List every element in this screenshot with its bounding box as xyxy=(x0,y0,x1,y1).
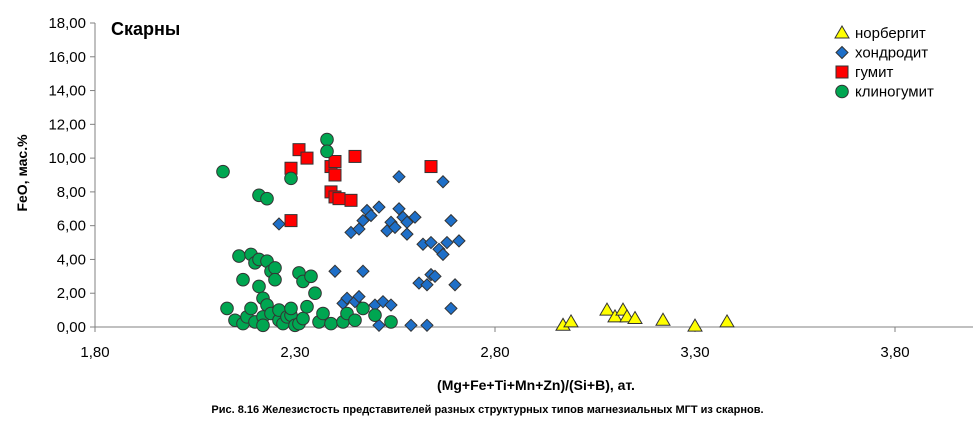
legend-marker-circle xyxy=(835,84,849,99)
chart-axes: 0,00 2,00 4,00 6,00 8,00 10,00 12,00 14,00 16,00… xyxy=(48,15,973,361)
diamond-point xyxy=(444,301,458,316)
circle-point xyxy=(356,301,370,316)
scatter-chart: 0,00 2,00 4,00 6,00 8,00 10,00 12,00 14,00 16,00… xyxy=(14,15,973,393)
y-tick-label: 8,00 xyxy=(57,184,86,201)
legend-label: гумит xyxy=(855,64,893,81)
square-point xyxy=(328,154,342,168)
diamond-point xyxy=(388,220,402,235)
legend-marker-triangle xyxy=(834,25,850,39)
triangle-point xyxy=(627,310,643,325)
y-tick-label: 10,00 xyxy=(48,150,86,167)
y-tick-label: 2,00 xyxy=(57,285,86,302)
triangle-point xyxy=(719,313,735,328)
circle-point xyxy=(284,301,298,316)
diamond-point xyxy=(352,289,366,304)
circle-point xyxy=(284,171,298,186)
diamond-point xyxy=(436,175,450,189)
x-tick-label: 1,80 xyxy=(80,344,109,361)
diamond-point xyxy=(328,264,342,278)
diamond-point xyxy=(440,235,454,250)
circle-point xyxy=(260,191,274,206)
diamond-point xyxy=(424,235,438,250)
triangle-point xyxy=(687,318,703,332)
circle-point xyxy=(216,164,230,179)
y-tick-label: 12,00 xyxy=(48,116,86,133)
circle-point xyxy=(308,286,322,301)
y-tick-label: 16,00 xyxy=(48,49,86,66)
diamond-point xyxy=(436,247,450,262)
circle-point xyxy=(304,269,318,284)
y-tick-label: 4,00 xyxy=(57,251,86,268)
square-point xyxy=(424,160,438,174)
circle-point xyxy=(232,249,246,263)
square-point xyxy=(284,214,298,228)
chart-points xyxy=(216,132,735,333)
circle-point xyxy=(236,272,250,287)
triangle-point xyxy=(599,302,615,316)
square-point xyxy=(344,193,358,207)
triangle-point xyxy=(563,313,579,328)
diamond-point xyxy=(408,210,422,224)
diamond-point xyxy=(420,278,434,292)
circle-point xyxy=(256,318,270,333)
circle-point xyxy=(320,132,334,147)
circle-point xyxy=(252,279,266,294)
legend-marker-square xyxy=(835,65,849,79)
circle-point xyxy=(268,261,282,275)
x-tick-label: 3,80 xyxy=(880,344,909,361)
diamond-point xyxy=(392,169,406,184)
x-tick-label: 2,30 xyxy=(280,344,309,361)
square-point xyxy=(300,151,314,165)
diamond-point xyxy=(420,318,434,333)
legend-label: клиногумит xyxy=(855,84,934,101)
y-tick-label: 6,00 xyxy=(57,218,86,235)
chart-title: Скарны xyxy=(111,19,180,39)
circle-point xyxy=(316,306,330,321)
legend-label: хондродит xyxy=(855,45,928,62)
diamond-point xyxy=(384,298,398,312)
circle-point xyxy=(220,301,234,316)
diamond-point xyxy=(444,213,458,228)
triangle-point xyxy=(655,312,671,326)
diamond-point xyxy=(356,213,370,228)
x-tick-label: 3,30 xyxy=(680,344,709,361)
circle-point xyxy=(268,272,282,287)
y-tick-label: 0,00 xyxy=(57,319,86,336)
diamond-point xyxy=(364,208,378,223)
figure-caption: Рис. 8.16 Железистость представителей ра… xyxy=(211,404,764,416)
circle-point xyxy=(324,316,338,331)
x-axis-title: (Mg+Fe+Ti+Mn+Zn)/(Si+B), ат. xyxy=(437,377,635,393)
diamond-point xyxy=(272,217,286,231)
diamond-point xyxy=(428,269,442,284)
y-tick-label: 18,00 xyxy=(48,15,86,32)
circle-point xyxy=(296,311,310,326)
square-point xyxy=(332,192,346,206)
legend-marker-diamond xyxy=(835,45,849,60)
x-tick-label: 2,80 xyxy=(480,344,509,361)
diamond-point xyxy=(448,278,462,292)
circle-point xyxy=(300,299,314,314)
diamond-point xyxy=(372,200,386,214)
diamond-point xyxy=(400,227,414,241)
diamond-point xyxy=(356,264,370,278)
diamond-point xyxy=(452,234,466,248)
diamond-point xyxy=(404,318,418,333)
circle-point xyxy=(384,315,398,329)
legend-label: норбергит xyxy=(855,25,926,42)
triangle-point xyxy=(607,308,623,323)
chart-legend: норбергит хондродит гумит клиногумит xyxy=(834,25,934,101)
y-tick-label: 14,00 xyxy=(48,83,86,100)
diamond-point xyxy=(372,318,386,333)
square-point xyxy=(328,168,342,182)
circle-point xyxy=(368,308,382,322)
y-axis-title: FeO, мас.% xyxy=(14,134,30,212)
circle-point xyxy=(244,301,258,316)
circle-point xyxy=(320,144,334,159)
circle-point xyxy=(348,313,362,328)
square-point xyxy=(348,149,362,163)
